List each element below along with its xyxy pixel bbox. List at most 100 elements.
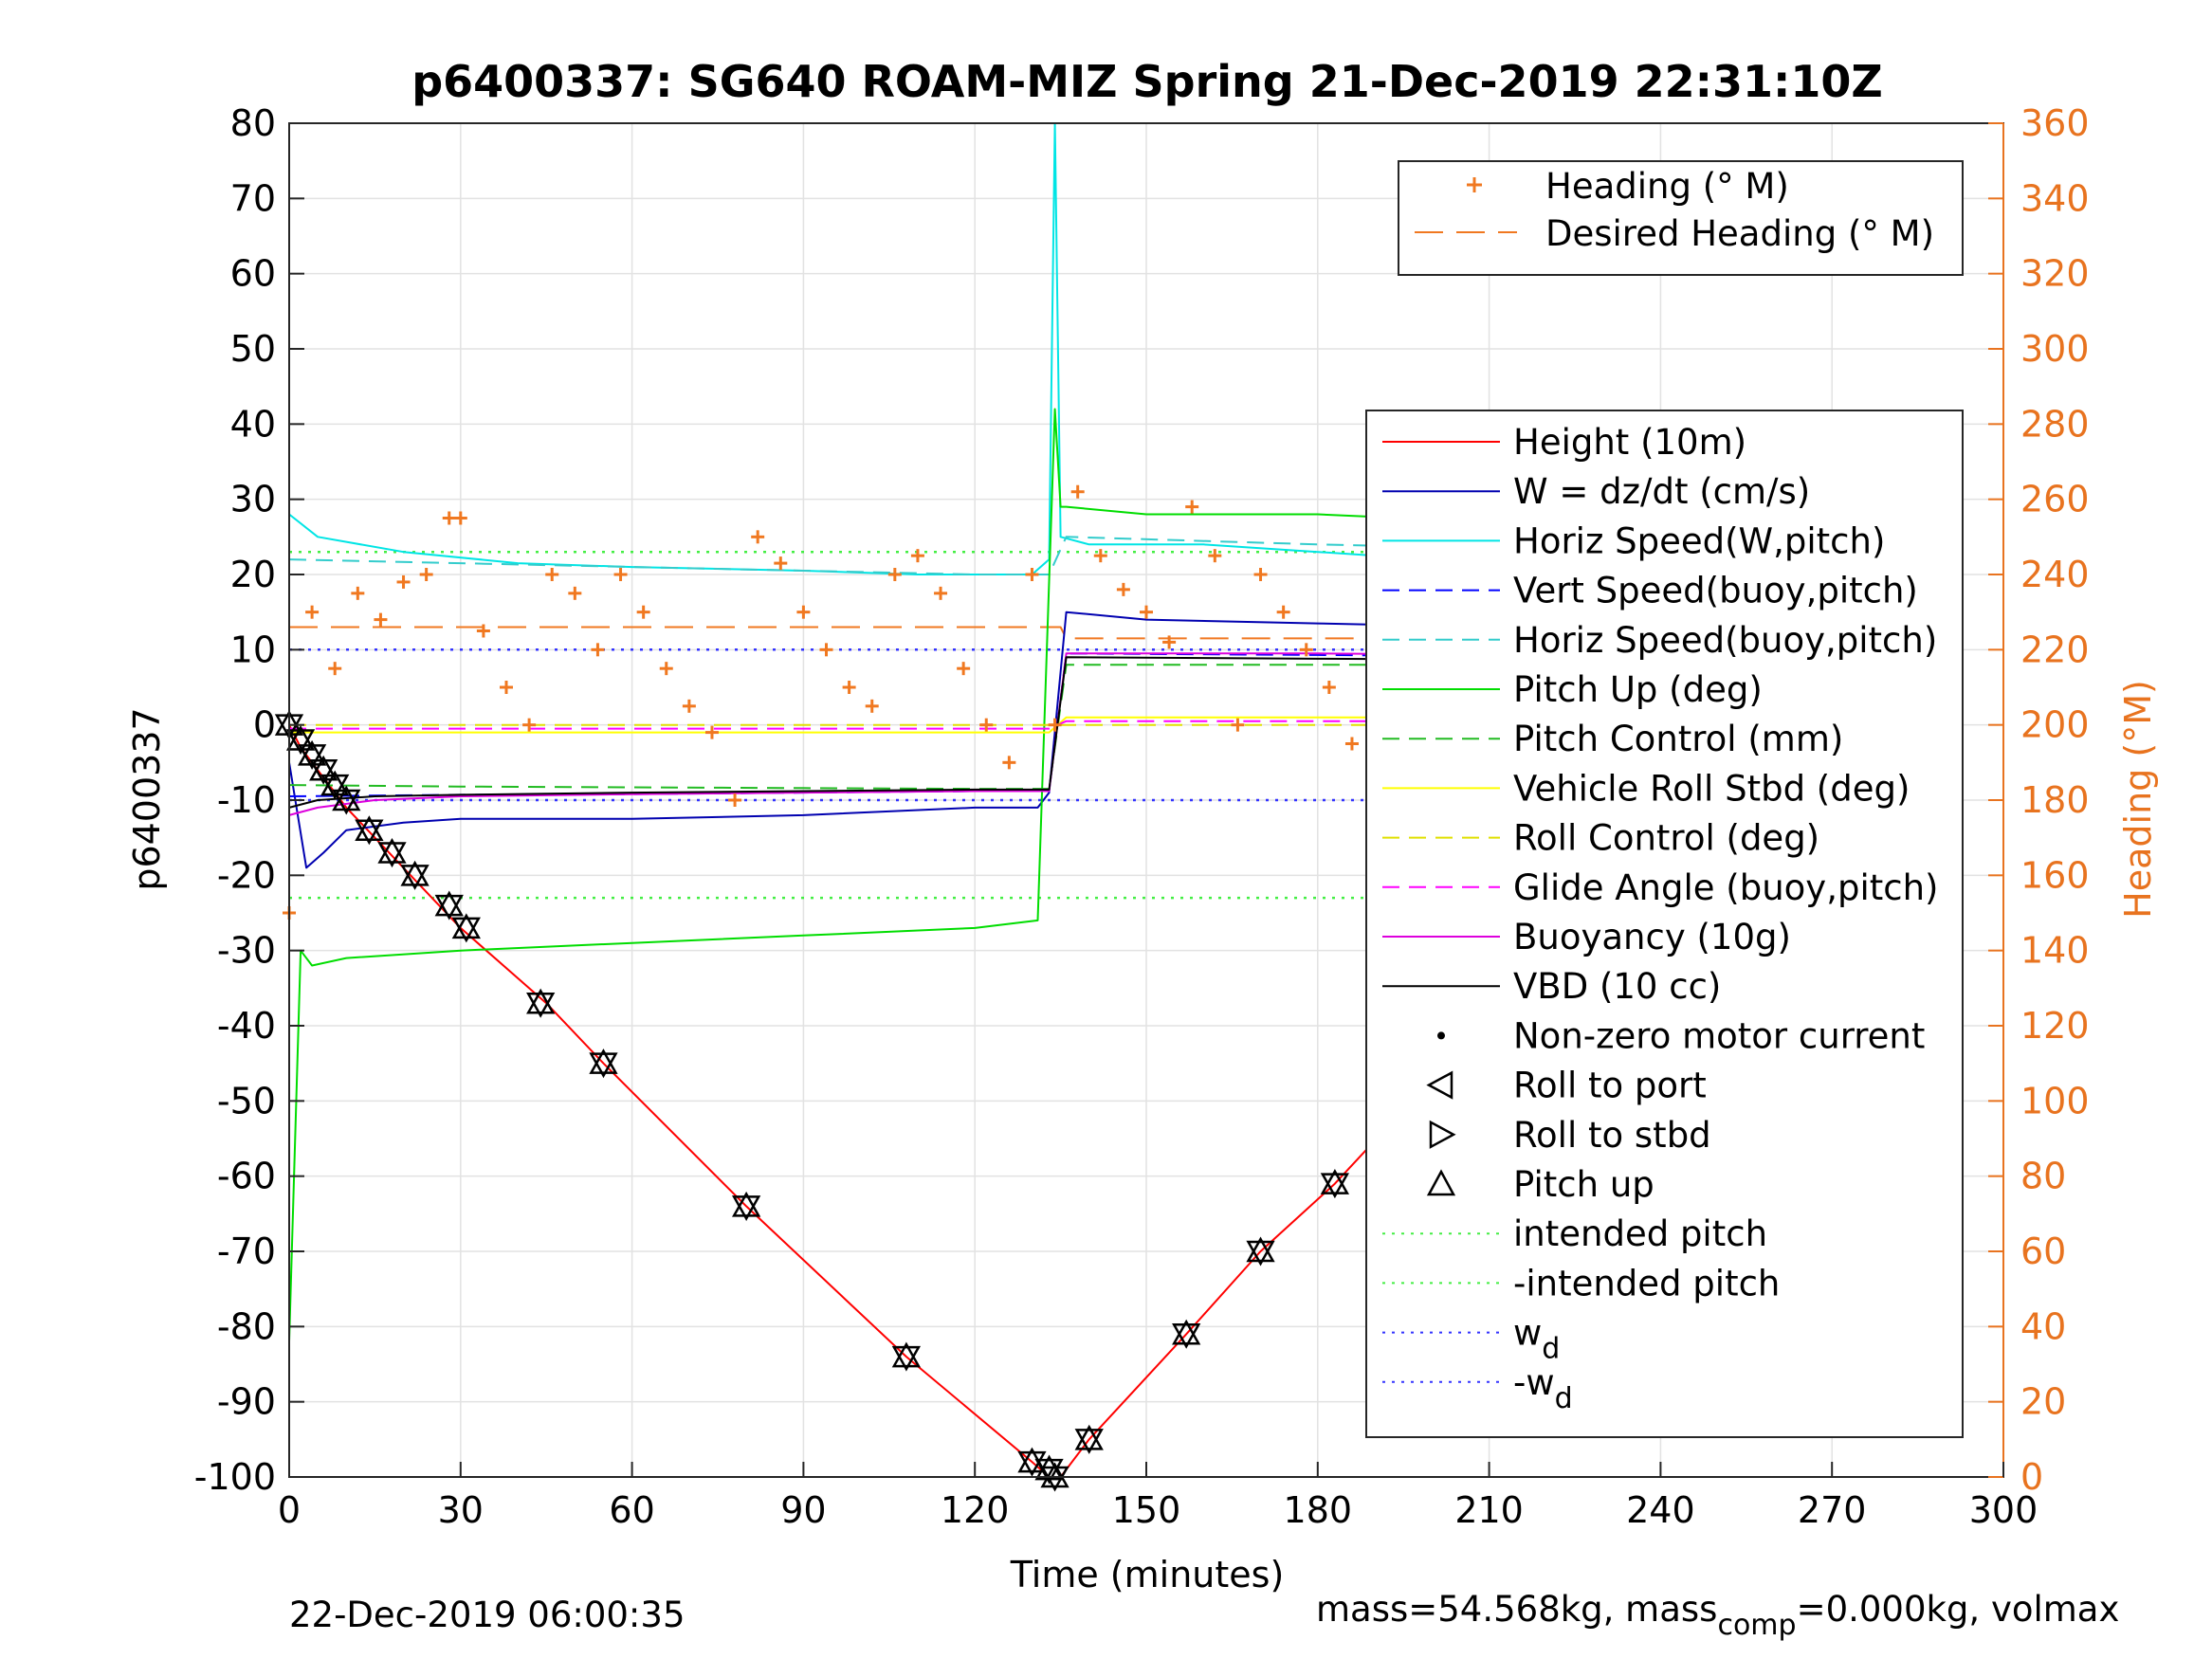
roll-triangle: [434, 894, 464, 921]
y-right-tick-label: 100: [2020, 1080, 2090, 1121]
roll-triangle: [1172, 1323, 1201, 1349]
heading-point: [419, 568, 433, 581]
roll-triangle: [400, 865, 430, 890]
heading-point: [1070, 484, 1085, 499]
y-tick-label: -20: [217, 854, 276, 896]
y-tick-label: -80: [217, 1305, 276, 1347]
pitch-up-marker: [1172, 1319, 1201, 1349]
y-right-tick-label: 280: [2020, 403, 2090, 445]
pitch-up-triangle: [1074, 1424, 1104, 1450]
roll-triangle: [891, 1345, 922, 1372]
legend-label-13: Roll to port: [1513, 1066, 1707, 1106]
pitch-up-triangle: [377, 837, 407, 864]
legend-main: Height (10m) W = dz/dt (cm/s) Horiz Speed(…: [1365, 410, 1964, 1438]
roll-triangle: [1034, 1458, 1064, 1485]
y-axis-label: p6400337: [126, 707, 168, 890]
pitch-up-marker: [1074, 1424, 1104, 1454]
heading-point: [957, 662, 971, 676]
pitch-up-marker: [731, 1191, 761, 1221]
x-axis-label: Time (minutes): [1010, 1554, 1285, 1595]
heading-point: [613, 568, 628, 581]
roll-triangle: [1074, 1429, 1104, 1454]
left-y-axis: -100-90-80-70-60-50-40-30-20-10010203040…: [194, 102, 304, 1498]
legend-label-8: Roll Control (deg): [1513, 818, 1819, 859]
y-tick-label: -90: [217, 1381, 276, 1423]
y-right-tick-label: 220: [2020, 629, 2090, 670]
y-tick-label: 20: [230, 554, 276, 595]
heading-point: [1208, 549, 1222, 563]
pitch-up-triangle: [1246, 1236, 1275, 1263]
roll-triangle: [1320, 1173, 1350, 1199]
y-right-tick-label: 60: [2020, 1231, 2066, 1272]
legend-label-10: Buoyancy (10g): [1513, 917, 1791, 957]
heading-point: [1048, 718, 1062, 732]
pitch-up-marker: [434, 890, 464, 921]
heading-point: [1116, 582, 1130, 596]
heading-point: [979, 718, 994, 732]
pitch-up-triangle: [589, 1048, 618, 1074]
heading-point: [500, 681, 514, 694]
heading-point: [1253, 568, 1268, 581]
pitch-up-marker: [589, 1048, 618, 1079]
legend-heading: Heading (° M) Desired Heading (° M): [1398, 160, 1964, 276]
roll-triangle: [1040, 1466, 1069, 1492]
legend-label-17: -intended pitch: [1513, 1263, 1780, 1304]
pitch-up-triangle: [1320, 1169, 1350, 1194]
heading-point: [1344, 737, 1359, 751]
legend-heading-label: Desired Heading (° M): [1545, 213, 1934, 254]
legend-main-box: [1365, 410, 1964, 1438]
heading-point: [396, 574, 411, 589]
y-right-tick-label: 0: [2020, 1456, 2043, 1498]
x-tick-label: 30: [438, 1489, 484, 1531]
legend-label-1: W = dz/dt (cm/s): [1513, 471, 1810, 512]
y-tick-label: -60: [217, 1156, 276, 1197]
heading-point: [442, 511, 456, 525]
heading-point: [351, 586, 365, 600]
heading-point: [1140, 605, 1153, 619]
footer-mass: mass=54.568kg, masscomp=0.000kg, volmax: [1316, 1589, 2119, 1642]
y-tick-label: -10: [217, 779, 276, 821]
heading-point: [568, 586, 582, 600]
roll-triangle: [1246, 1240, 1275, 1267]
heading-point: [1299, 643, 1313, 657]
y-right-tick-label: 40: [2020, 1305, 2066, 1347]
pitch-up-triangle: [1040, 1462, 1069, 1488]
roll-triangle: [731, 1195, 761, 1221]
legend-label-6: Pitch Control (mm): [1513, 719, 1843, 759]
legend-label-5: Pitch Up (deg): [1513, 669, 1763, 710]
roll-triangle: [309, 759, 338, 785]
heading-point: [910, 549, 924, 563]
x-tick-label: 120: [941, 1489, 1010, 1531]
heading-point: [728, 793, 742, 807]
pitch-up-triangle: [891, 1341, 922, 1368]
pitch-up-triangle: [355, 815, 384, 841]
y-tick-label: 30: [230, 479, 276, 520]
y-right-tick-label: 180: [2020, 779, 2090, 821]
heading-point: [1002, 756, 1016, 770]
x-tick-label: 90: [780, 1489, 826, 1531]
x-tick-label: 180: [1284, 1489, 1353, 1531]
y-tick-label: 60: [230, 253, 276, 295]
heading-point: [796, 605, 811, 619]
pitch-up-marker: [1320, 1169, 1350, 1199]
legend-marker-pitch-up: [1426, 1169, 1456, 1196]
heading-point: [1025, 568, 1039, 581]
heading-point: [1231, 718, 1245, 732]
roll-triangle: [451, 917, 481, 943]
roll-triangle: [320, 774, 350, 800]
heading-point: [522, 718, 537, 732]
heading-point: [476, 624, 490, 638]
chart-title: p6400337: SG640 ROAM-MIZ Spring 21-Dec-2…: [411, 56, 1883, 107]
legend-marker-roll-stbd: [1429, 1120, 1456, 1149]
y-right-tick-label: 200: [2020, 704, 2090, 746]
legend-heading-box: [1398, 160, 1964, 276]
pitch-up-marker: [1040, 1462, 1069, 1492]
legend-label-14: Roll to stbd: [1513, 1115, 1711, 1156]
heading-point: [819, 643, 833, 657]
y-right-tick-label: 320: [2020, 253, 2090, 295]
roll-triangle: [285, 729, 316, 756]
roll-triangle: [297, 744, 327, 770]
x-tick-label: 150: [1112, 1489, 1181, 1531]
pitch-up-triangle: [526, 988, 556, 1014]
legend-label-subscript: d: [1555, 1382, 1573, 1415]
